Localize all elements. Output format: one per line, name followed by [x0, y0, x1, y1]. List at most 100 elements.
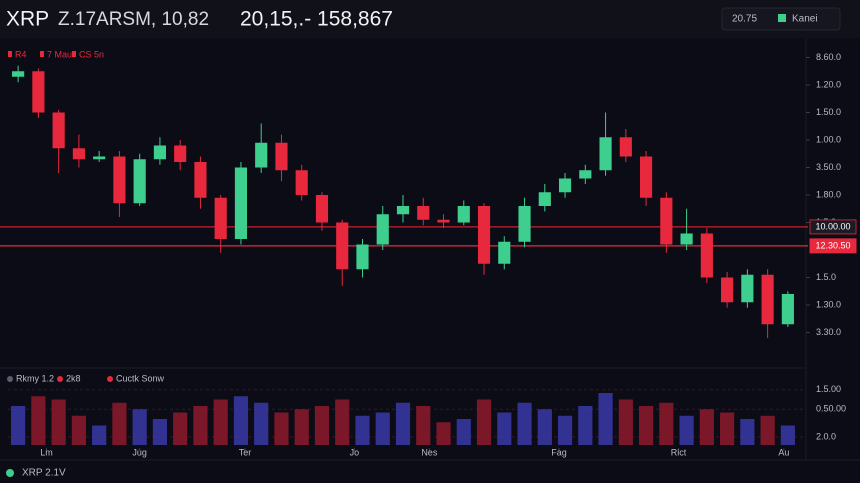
- candle-body: [295, 170, 308, 195]
- symbol: XRP: [6, 8, 49, 31]
- x-tick-label: Nes: [421, 447, 438, 457]
- candle-body: [133, 159, 146, 204]
- candle-body: [72, 148, 85, 160]
- y-tick-label: 8.60.0: [816, 52, 841, 62]
- volume-bar: [517, 402, 532, 445]
- volume-bar: [699, 409, 714, 445]
- volume-bar: [679, 415, 694, 445]
- volume-bar: [780, 425, 795, 445]
- volume-bar: [416, 406, 431, 445]
- legend-dot: [107, 376, 113, 382]
- volume-bar: [51, 399, 66, 445]
- y-tick-label: 1.00.0: [816, 134, 841, 144]
- candle-body: [437, 219, 450, 223]
- candle-body: [579, 170, 592, 179]
- x-tick-label: Fag: [551, 447, 567, 457]
- volume-bar: [294, 409, 309, 445]
- candle-body: [417, 206, 430, 220]
- x-tick-label: Jug: [132, 447, 147, 457]
- candle-body: [660, 197, 673, 245]
- volume-bar: [375, 412, 390, 445]
- volume-bar: [476, 399, 492, 445]
- volume-bar: [314, 406, 330, 445]
- volume-bar: [173, 412, 188, 445]
- price-line-label: 12.30.50: [815, 240, 850, 250]
- candle-body: [640, 156, 653, 198]
- candle-body: [275, 142, 288, 171]
- price-label-box: [809, 219, 857, 235]
- candle-body: [498, 241, 511, 264]
- candle-body: [32, 71, 45, 113]
- x-tick-label: Jo: [350, 447, 360, 457]
- volume-bar: [254, 402, 269, 445]
- chart-title: Z.17ARSM, 10,82: [58, 9, 209, 30]
- volume-bar: [436, 422, 451, 445]
- candle-body: [214, 197, 227, 239]
- volume-tick-label: 2.0.0: [816, 431, 836, 441]
- volume-bar: [193, 406, 208, 445]
- volume-bar: [395, 402, 411, 445]
- x-tick-label: Au: [778, 447, 789, 457]
- candle-body: [761, 274, 774, 325]
- candle-body: [558, 178, 572, 193]
- status-dot: [6, 469, 14, 477]
- legend-item: R4: [15, 49, 27, 59]
- candle-body: [619, 137, 632, 157]
- volume-bar: [557, 415, 573, 445]
- candle-body: [457, 206, 470, 223]
- candle-body: [741, 274, 754, 303]
- volume-legend-item: Cuctk Sonw: [116, 373, 165, 383]
- volume-bar: [598, 393, 613, 445]
- price-label-box: [809, 238, 857, 254]
- y-tick-label: 1.20.0: [816, 79, 841, 89]
- candle-body: [113, 156, 126, 204]
- volume-bar: [659, 402, 674, 445]
- header-bar: [0, 0, 860, 38]
- volume-bar: [456, 419, 471, 445]
- volume-bar: [71, 415, 86, 445]
- candle-body: [396, 206, 410, 215]
- candle-body: [93, 156, 106, 160]
- candle-body: [52, 112, 65, 149]
- candle-body: [12, 71, 25, 77]
- candle-body: [315, 195, 329, 223]
- volume-legend-item: 2k8: [66, 373, 81, 383]
- candle-body: [336, 222, 349, 270]
- volume-bar: [578, 406, 593, 445]
- y-tick-label: 1.5.0: [816, 272, 836, 282]
- bottom-label: XRP 2.1V: [22, 468, 66, 479]
- candle-body: [700, 233, 713, 278]
- volume-bar: [11, 406, 26, 445]
- candle-body: [518, 206, 531, 242]
- volume-bar: [132, 409, 147, 445]
- candle-body: [477, 206, 491, 264]
- candle-body: [599, 137, 612, 171]
- status-icon: [778, 14, 786, 22]
- legend-dot: [57, 376, 63, 382]
- x-tick-label: Lm: [40, 447, 53, 457]
- legend-dot: [7, 376, 13, 382]
- candle-body: [721, 277, 734, 303]
- volume-bar: [92, 425, 107, 445]
- volume-bar: [213, 399, 228, 445]
- volume-bar: [112, 402, 127, 445]
- volume-bar: [537, 409, 552, 445]
- volume-bar: [274, 412, 289, 445]
- legend-swatch: [40, 51, 44, 57]
- candle-body: [234, 167, 248, 239]
- y-tick-label: 1.30.0: [816, 299, 841, 309]
- y-tick-label: 1.50.0: [816, 107, 841, 117]
- candle-body: [376, 214, 389, 245]
- y-tick-label: 3.50.0: [816, 162, 841, 172]
- top-right-label: Kanei: [792, 14, 818, 25]
- candle-body: [356, 244, 369, 270]
- price-line-label: 10.00.00: [815, 221, 850, 231]
- volume-bar: [497, 412, 512, 445]
- y-tick-label: 3.30.0: [816, 327, 841, 337]
- candle-body: [781, 294, 794, 325]
- volume-legend-item: Rkmy 1.2: [16, 373, 54, 383]
- x-tick-label: Ter: [239, 447, 252, 457]
